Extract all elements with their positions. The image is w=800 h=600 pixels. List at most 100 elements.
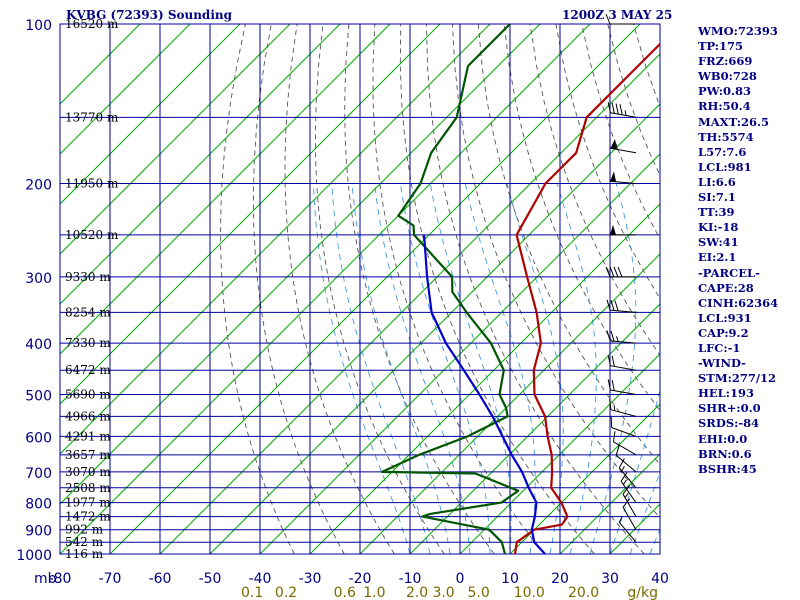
index-item: FRZ:669 [698, 54, 753, 69]
height-label: 116 m [65, 547, 104, 561]
dry-adiabat [220, 24, 295, 554]
index-item: STM:277/12 [698, 371, 777, 386]
wind-barb [607, 379, 637, 395]
wind-barb [620, 472, 637, 503]
index-item: RH:50.4 [698, 99, 751, 114]
mixing-ratio-label: 0.1 [241, 585, 263, 600]
temperature-tick-label: -20 [349, 571, 372, 587]
pressure-tick-label: 200 [25, 178, 52, 194]
isotherm [60, 24, 541, 505]
height-label: 4966 m [65, 409, 111, 423]
index-item: HEL:193 [698, 386, 754, 401]
dry-adiabat [789, 24, 800, 554]
index-item: -PARCEL- [698, 265, 760, 280]
temperature-tick-label: -40 [249, 571, 272, 587]
isotherm [459, 353, 660, 554]
wind-barb [607, 355, 637, 371]
wind-barb [610, 416, 637, 437]
wind-barb [605, 13, 636, 25]
height-label: 8254 m [65, 305, 111, 319]
isotherm [159, 53, 660, 554]
height-label: 992 m [65, 523, 104, 537]
wind-barb [607, 102, 637, 118]
isotherm [509, 403, 660, 554]
index-item: SRDS:-84 [698, 416, 760, 431]
height-label: 3657 m [65, 448, 111, 462]
temperature-tick-label: -80 [49, 571, 72, 587]
index-item: WB0:728 [698, 69, 757, 84]
moist-adiabat [556, 183, 597, 554]
wind-barb [606, 330, 637, 344]
height-label: 1977 m [65, 496, 111, 510]
index-item: TP:175 [698, 39, 744, 54]
wind-barbs [605, 13, 637, 543]
wind-barb [615, 444, 637, 473]
index-item: BSHR:45 [698, 461, 757, 476]
height-label: 6472 m [65, 363, 111, 377]
index-item: TH:5574 [698, 129, 754, 144]
isotherm [60, 24, 241, 205]
isotherm [109, 24, 641, 554]
wind-barb [612, 431, 637, 456]
height-label: 13770 m [65, 110, 119, 124]
wind-barb [606, 299, 637, 313]
index-item: -WIND- [698, 356, 746, 371]
index-item: LCL:981 [698, 159, 752, 174]
moist-adiabat [429, 183, 512, 554]
stability-indices-panel: WMO:72393 TP:175 FRZ:669 WB0:728 PW:0.83 RH:5… [698, 24, 778, 477]
temperature-tick-label: -30 [299, 571, 322, 587]
isotherm [209, 103, 660, 554]
mixing-ratio-label: 2.0 [406, 585, 428, 600]
pressure-tick-label: 700 [25, 466, 52, 482]
pressure-tick-label: 1000 [16, 548, 52, 564]
height-label: 9330 m [65, 270, 111, 284]
index-item: L57:7.6 [698, 144, 747, 159]
index-item: TT:39 [698, 205, 735, 220]
pressure-tick-label: 100 [25, 18, 52, 34]
valid-time: 1200Z 3 MAY 25 [562, 8, 673, 22]
moist-adiabat [374, 183, 471, 554]
height-label: 10520 m [65, 228, 119, 242]
index-item: WMO:72393 [698, 24, 778, 38]
pressure-tick-label: 500 [25, 388, 52, 404]
wind-barb [605, 266, 636, 278]
index-item: LCL:931 [698, 310, 752, 325]
height-label: 5690 m [65, 387, 111, 401]
mixing-ratio-label: 10.0 [514, 585, 545, 600]
height-label: 16520 m [65, 17, 119, 31]
grid-lines [59, 23, 661, 555]
temperature-tick-label: -10 [399, 571, 422, 587]
index-item: LI:6.6 [698, 174, 736, 189]
temperature-tick-label: -70 [99, 571, 122, 587]
series-line-dewpoint [381, 24, 520, 554]
index-item: LFC:-1 [698, 340, 741, 355]
sounding-series [381, 24, 660, 554]
isotherm [60, 24, 441, 405]
moist-adiabat [506, 183, 564, 554]
moist-adiabat [351, 183, 451, 554]
height-label: 2508 m [65, 481, 111, 495]
temperature-tick-label: 0 [456, 571, 465, 587]
isotherm [60, 24, 591, 554]
temperature-tick-label: 40 [651, 571, 669, 587]
temperature-tick-label: 30 [601, 571, 619, 587]
isotherms [60, 24, 660, 554]
series-line-temperature [513, 42, 660, 554]
isotherm [60, 24, 341, 305]
temperature-tick-label: 10 [501, 571, 519, 587]
wind-barb [622, 485, 637, 517]
index-item: CAP:9.2 [698, 325, 749, 340]
isotherm [409, 303, 660, 554]
station-title: KVBG (72393) Sounding [66, 8, 232, 22]
isotherm [359, 253, 660, 554]
wind-barb [610, 138, 637, 154]
temperature-tick-label: -50 [199, 571, 222, 587]
pressure-tick-label: 300 [25, 271, 52, 287]
moist-adiabat [629, 470, 660, 554]
isotherm [60, 24, 291, 255]
mixing-ratio-label: 3.0 [432, 585, 454, 600]
isotherm [559, 453, 660, 554]
mixing-ratio-label: 1.0 [363, 585, 385, 600]
